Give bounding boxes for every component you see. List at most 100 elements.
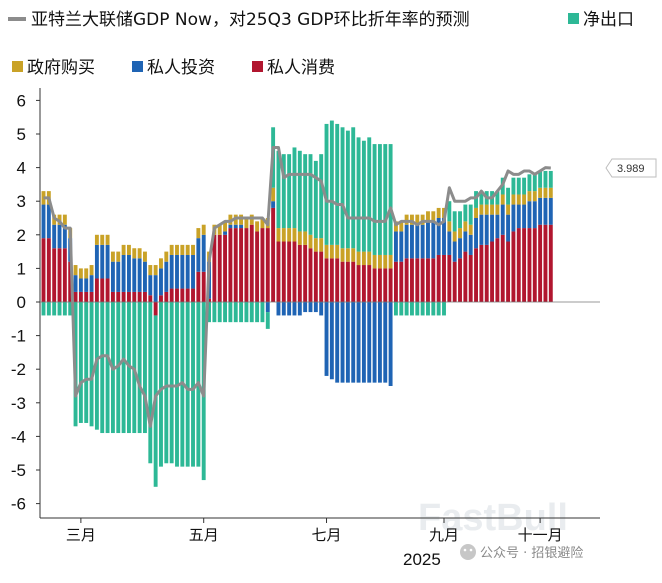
bar-segment-私人投资: [474, 218, 478, 249]
bar-segment-私人投资: [303, 302, 308, 313]
bar-segment-私人投资: [100, 244, 105, 279]
bar-segment-私人消费: [153, 302, 158, 316]
bar-segment-政府购买: [175, 244, 179, 255]
bar-segment-净出口: [191, 302, 195, 467]
bar-segment-私人投资: [479, 214, 484, 245]
bar-segment-政府购买: [313, 238, 318, 252]
bar-segment-私人消费: [84, 291, 89, 302]
bar-segment-净出口: [94, 302, 99, 430]
bar-segment-政府购买: [260, 218, 265, 229]
bar-segment-净出口: [399, 302, 404, 316]
bar-segment-净出口: [260, 302, 265, 323]
bar-segment-私人消费: [62, 248, 67, 302]
bar-segment-私人消费: [137, 291, 142, 302]
bar-segment-私人消费: [233, 228, 238, 302]
bar-segment-私人投资: [46, 204, 51, 239]
bar-segment-私人投资: [367, 302, 372, 383]
bar-segment-私人消费: [313, 251, 318, 302]
bar-segment-净出口: [543, 170, 548, 188]
bar-segment-私人消费: [180, 288, 185, 302]
bar-segment-政府购买: [180, 244, 185, 255]
bar-segment-私人消费: [217, 234, 222, 302]
bar-segment-净出口: [522, 177, 527, 195]
bar-segment-净出口: [388, 144, 393, 255]
bar-segment-政府购买: [249, 214, 254, 225]
bar-segment-政府购买: [100, 234, 105, 245]
bar-segment-政府购买: [548, 187, 553, 198]
bar-segment-私人消费: [132, 291, 137, 302]
bar-segment-私人投资: [239, 224, 244, 229]
bar-segment-净出口: [143, 302, 147, 434]
bar-segment-私人消费: [223, 234, 228, 302]
bar-segment-私人投资: [153, 275, 158, 302]
wechat-icon: [460, 544, 476, 560]
x-axis-ticks: 三月 五月 七月 九月 十一月: [66, 518, 563, 544]
bar-segment-私人消费: [78, 291, 83, 302]
bar-segment-净出口: [68, 302, 73, 316]
legend-swatch-consumption: [252, 61, 263, 72]
bar-segment-私人消费: [297, 244, 302, 302]
bar-segment-私人投资: [383, 302, 388, 383]
bar-segment-私人投资: [377, 302, 382, 383]
bar-segment-净出口: [345, 130, 350, 249]
bar-segment-政府购买: [143, 251, 147, 262]
y-tick-label: 3: [17, 192, 26, 211]
bar-segment-私人投资: [313, 302, 318, 313]
bar-segment-私人投资: [233, 224, 238, 229]
bar-segment-净出口: [367, 137, 372, 252]
bar-segment-政府购买: [431, 211, 436, 222]
bar-segment-私人投资: [57, 224, 62, 249]
bar-segment-私人消费: [447, 254, 452, 302]
bar-segment-私人消费: [121, 291, 126, 302]
bar-segment-政府购买: [495, 204, 500, 215]
bar-segment-私人消费: [46, 238, 51, 302]
x-axis-year-label: 2025: [403, 550, 441, 569]
bar-segment-私人消费: [511, 231, 516, 302]
bar-segment-净出口: [169, 302, 174, 464]
bar-segment-私人投资: [292, 302, 297, 316]
legend-swatch-net-exports: [568, 13, 579, 24]
bar-segment-私人投资: [169, 254, 174, 289]
x-tick-label: 九月: [429, 526, 459, 544]
bar-segment-政府购买: [84, 268, 89, 279]
bar-segment-私人消费: [110, 291, 115, 302]
bar-segment-私人消费: [431, 258, 436, 302]
bar-segment-私人消费: [356, 265, 361, 302]
bar-segment-净出口: [244, 302, 249, 323]
bar-segment-政府购买: [281, 228, 286, 242]
bar-segment-净出口: [319, 154, 324, 239]
bar-segment-政府购买: [404, 214, 409, 225]
bar-segment-政府购买: [153, 265, 158, 276]
bar-segment-政府购买: [527, 191, 532, 202]
bar-segment-净出口: [393, 302, 398, 316]
bar-segment-私人消费: [244, 228, 249, 302]
bar-segment-净出口: [89, 302, 94, 427]
bar-segment-政府购买: [303, 231, 308, 245]
bar-segment-私人投资: [110, 261, 115, 292]
bar-segment-政府购买: [335, 244, 340, 259]
bar-segment-私人消费: [479, 244, 484, 302]
bar-segment-净出口: [329, 120, 334, 245]
bar-segment-私人消费: [73, 291, 78, 302]
bar-segment-私人消费: [361, 265, 366, 302]
bar-segment-私人投资: [41, 204, 46, 239]
bar-segment-私人消费: [377, 268, 382, 302]
bar-segment-净出口: [404, 302, 409, 316]
bar-segment-私人投资: [340, 302, 345, 383]
y-tick-label: 1: [17, 259, 26, 278]
bar-segment-私人消费: [249, 224, 254, 302]
bar-segment-政府购买: [356, 251, 361, 266]
legend-label-gdpnow: 亚特兰大联储GDP Now，对25Q3 GDP环比折年率的预测: [31, 10, 470, 30]
bar-segment-政府购买: [62, 214, 67, 225]
bar-segment-私人消费: [506, 241, 511, 302]
bar-segment-私人消费: [169, 288, 174, 302]
y-tick-label: -1: [11, 327, 26, 346]
bar-segment-私人消费: [367, 265, 372, 302]
bar-segment-私人消费: [201, 271, 206, 302]
bar-segment-净出口: [324, 123, 329, 245]
gdpnow-line: [43, 145, 551, 428]
y-axis-ticks: 6 5 4 3 2 1 0 -1 -2 -3 -4 -5 -6: [11, 91, 40, 514]
bar-segment-私人投资: [522, 204, 527, 229]
bar-segment-净出口: [474, 191, 478, 208]
bar-segment-净出口: [292, 147, 297, 229]
